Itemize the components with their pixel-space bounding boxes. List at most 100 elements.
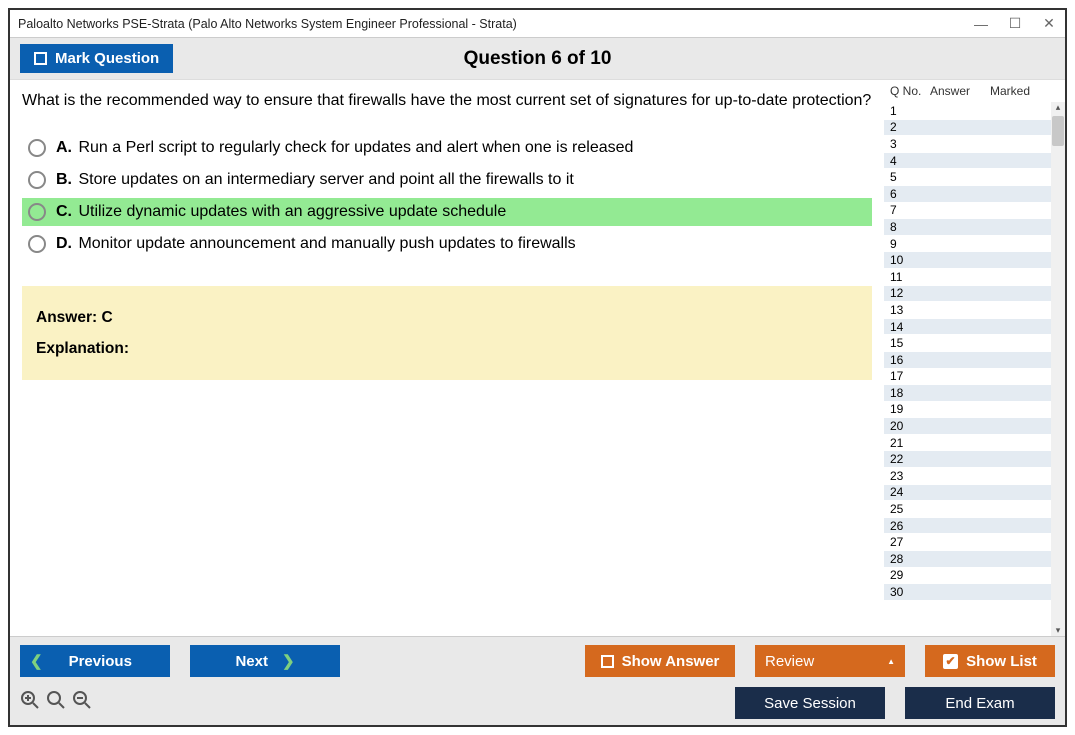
row-number: 7 [890,203,930,217]
row-number: 5 [890,170,930,184]
question-row[interactable]: 3 [884,135,1051,152]
minimize-icon[interactable]: — [973,16,989,32]
row-number: 25 [890,502,930,516]
previous-label: Previous [69,653,132,670]
row-number: 12 [890,286,930,300]
col-answer: Answer [930,84,990,98]
titlebar: Paloalto Networks PSE-Strata (Palo Alto … [10,10,1065,38]
main-area: What is the recommended way to ensure th… [10,80,1065,636]
row-number: 26 [890,519,930,533]
choice-letter: B. [56,171,72,188]
question-row[interactable]: 12 [884,285,1051,302]
footer: ❮ Previous Next ❯ Show Answer Review ▲ ✔… [10,636,1065,725]
question-row[interactable]: 20 [884,417,1051,434]
footer-row-1: ❮ Previous Next ❯ Show Answer Review ▲ ✔… [20,645,1055,677]
zoom-out-icon[interactable] [72,690,92,716]
question-row[interactable]: 27 [884,533,1051,550]
row-number: 22 [890,452,930,466]
question-row[interactable]: 4 [884,152,1051,169]
check-icon: ✔ [943,654,958,669]
row-number: 3 [890,137,930,151]
row-number: 21 [890,436,930,450]
radio-icon [28,235,46,253]
choice-letter: C. [56,203,72,220]
radio-icon [28,203,46,221]
question-row[interactable]: 13 [884,301,1051,318]
previous-button[interactable]: ❮ Previous [20,645,170,677]
window-controls: — ☐ ✕ [973,15,1057,32]
row-number: 27 [890,535,930,549]
review-label: Review [765,653,814,670]
close-icon[interactable]: ✕ [1041,15,1057,32]
scroll-down-icon[interactable]: ▾ [1056,625,1061,636]
scroll-up-icon[interactable]: ▴ [1056,102,1061,113]
chevron-left-icon: ❮ [30,652,43,670]
dropdown-icon: ▲ [887,657,895,666]
question-row[interactable]: 7 [884,202,1051,219]
end-exam-button[interactable]: End Exam [905,687,1055,719]
question-row[interactable]: 5 [884,168,1051,185]
choice-letter: D. [56,235,72,252]
col-marked: Marked [990,84,1061,98]
question-row[interactable]: 19 [884,401,1051,418]
sidebar-header: Q No. Answer Marked [884,80,1065,102]
choice-A[interactable]: A. Run a Perl script to regularly check … [22,134,872,162]
next-label: Next [235,653,268,670]
choices-list: A. Run a Perl script to regularly check … [22,134,872,262]
row-number: 29 [890,568,930,582]
end-exam-label: End Exam [945,695,1014,712]
answer-value: C [101,309,112,326]
question-row[interactable]: 30 [884,583,1051,600]
question-row[interactable]: 25 [884,500,1051,517]
question-row[interactable]: 1 [884,102,1051,119]
question-row[interactable]: 11 [884,268,1051,285]
question-row[interactable]: 14 [884,318,1051,335]
header-strip: Mark Question Question 6 of 10 [10,38,1065,80]
checkbox-icon [601,655,614,668]
review-button[interactable]: Review ▲ [755,645,905,677]
maximize-icon[interactable]: ☐ [1007,15,1023,32]
question-row[interactable]: 24 [884,484,1051,501]
choice-C[interactable]: C. Utilize dynamic updates with an aggre… [22,198,872,226]
row-number: 2 [890,120,930,134]
sidebar-scrollbar[interactable]: ▴ ▾ [1051,102,1065,636]
question-row[interactable]: 8 [884,218,1051,235]
scroll-thumb[interactable] [1052,116,1064,146]
question-row[interactable]: 29 [884,567,1051,584]
show-answer-button[interactable]: Show Answer [585,645,735,677]
question-row[interactable]: 16 [884,351,1051,368]
row-number: 8 [890,220,930,234]
question-row[interactable]: 22 [884,450,1051,467]
zoom-in-icon[interactable] [20,690,40,716]
question-row[interactable]: 6 [884,185,1051,202]
row-number: 30 [890,585,930,599]
show-list-button[interactable]: ✔ Show List [925,645,1055,677]
mark-question-button[interactable]: Mark Question [20,44,173,73]
row-number: 18 [890,386,930,400]
question-row[interactable]: 2 [884,119,1051,136]
question-row[interactable]: 15 [884,334,1051,351]
next-button[interactable]: Next ❯ [190,645,340,677]
question-row[interactable]: 26 [884,517,1051,534]
question-row[interactable]: 9 [884,235,1051,252]
question-row[interactable]: 21 [884,434,1051,451]
question-row[interactable]: 10 [884,251,1051,268]
footer-row-2: Save Session End Exam [20,687,1055,719]
question-row[interactable]: 23 [884,467,1051,484]
question-area: What is the recommended way to ensure th… [10,80,884,636]
choice-B[interactable]: B. Store updates on an intermediary serv… [22,166,872,194]
save-session-button[interactable]: Save Session [735,687,885,719]
row-number: 19 [890,402,930,416]
question-row[interactable]: 18 [884,384,1051,401]
row-number: 13 [890,303,930,317]
row-number: 24 [890,485,930,499]
window-title: Paloalto Networks PSE-Strata (Palo Alto … [18,17,517,31]
zoom-reset-icon[interactable] [46,690,66,716]
mark-question-label: Mark Question [55,50,159,67]
choice-D[interactable]: D. Monitor update announcement and manua… [22,230,872,258]
question-row[interactable]: 17 [884,368,1051,385]
question-row[interactable]: 28 [884,550,1051,567]
question-list-sidebar: Q No. Answer Marked 12345678910111213141… [884,80,1065,636]
row-number: 15 [890,336,930,350]
row-number: 1 [890,104,930,118]
